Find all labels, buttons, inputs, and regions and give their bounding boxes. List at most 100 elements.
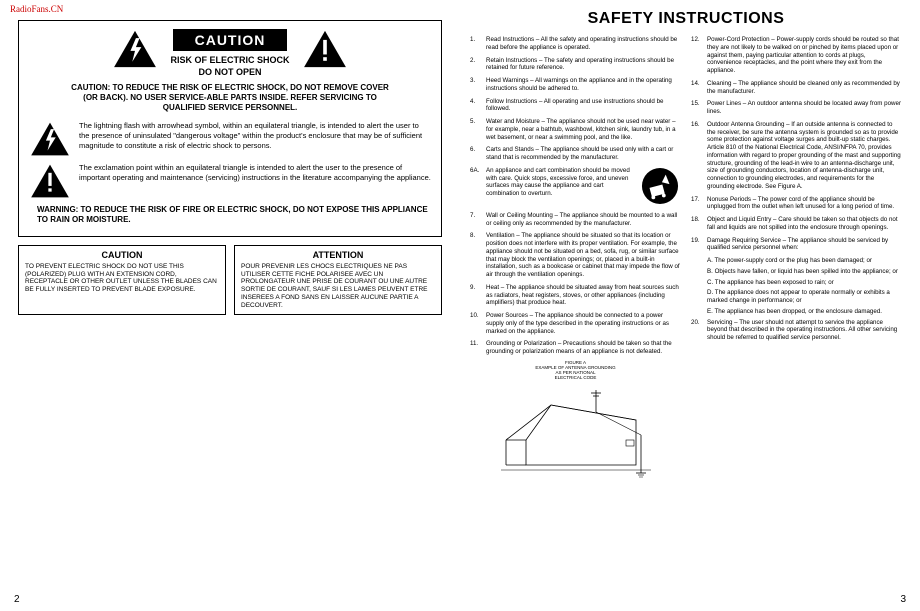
lightning-triangle-icon	[29, 121, 71, 157]
safety-text: Read Instructions – All the safety and o…	[486, 36, 681, 52]
attention-small-box: ATTENTION POUR PREVENIR LES CHOCS ELECTR…	[234, 245, 442, 315]
safety-item: 7.Wall or Ceiling Mounting – The applian…	[470, 212, 681, 228]
safety-num: 1.	[470, 36, 486, 52]
safety-item: 12.Power-Cord Protection – Power-supply …	[691, 36, 902, 75]
main-caution-text: CAUTION: TO REDUCE THE RISK OF ELECTRIC …	[69, 83, 391, 113]
lightning-explain-row: The lightning flash with arrowhead symbo…	[29, 121, 431, 157]
exclaim-triangle-icon	[29, 163, 71, 199]
safety-text: Damage Requiring Service – The appliance…	[707, 237, 902, 253]
safety-sub-item: D. The appliance does not appear to oper…	[707, 289, 902, 305]
box2-text: POUR PREVENIR LES CHOCS ELECTRIQUES NE P…	[241, 263, 435, 310]
safety-num: 17.	[691, 196, 707, 212]
safety-item: 14.Cleaning – The appliance should be cl…	[691, 80, 902, 96]
safety-text: Object and Liquid Entry – Care should be…	[707, 216, 902, 232]
safety-item: 20.Servicing – The user should not attem…	[691, 319, 902, 342]
safety-text: Power-Cord Protection – Power-supply cor…	[707, 36, 902, 75]
cart-tip-icon	[641, 167, 679, 205]
safety-item: 2.Retain Instructions – The safety and o…	[470, 57, 681, 73]
safety-text: Heat – The appliance should be situated …	[486, 284, 681, 307]
safety-item: 5.Water and Moisture – The appliance sho…	[470, 118, 681, 141]
safety-num: 15.	[691, 100, 707, 116]
safety-sub-item: B. Objects have fallen, or liquid has be…	[707, 268, 902, 276]
safety-num: 10.	[470, 312, 486, 335]
safety-num: 12.	[691, 36, 707, 75]
safety-item: 1.Read Instructions – All the safety and…	[470, 36, 681, 52]
box2-title: ATTENTION	[241, 250, 435, 260]
safety-item: 3.Heed Warnings – All warnings on the ap…	[470, 77, 681, 93]
exclaim-triangle-icon	[302, 29, 348, 69]
caution-small-box: CAUTION TO PREVENT ELECTRIC SHOCK DO NOT…	[18, 245, 226, 315]
right-page: SAFETY INSTRUCTIONS 1.Read Instructions …	[460, 0, 920, 611]
safety-col-1: 1.Read Instructions – All the safety and…	[470, 36, 681, 480]
caution-header: CAUTION RISK OF ELECTRIC SHOCK DO NOT OP…	[29, 29, 431, 77]
safety-item: 6.Carts and Stands – The appliance shoul…	[470, 146, 681, 162]
safety-text: An appliance and cart combination should…	[486, 167, 681, 207]
safety-item: 15.Power Lines – An outdoor antenna shou…	[691, 100, 902, 116]
dual-box-row: CAUTION TO PREVENT ELECTRIC SHOCK DO NOT…	[18, 245, 442, 315]
safety-num: 16.	[691, 121, 707, 191]
exclaim-explain-row: The exclamation point within an equilate…	[29, 163, 431, 199]
safety-num: 6A.	[470, 167, 486, 207]
safety-text: Power Sources – The appliance should be …	[486, 312, 681, 335]
safety-text: Ventilation – The appliance should be si…	[486, 232, 681, 279]
figure-a: FIGURE A EXAMPLE OF ANTENNA GROUNDING AS…	[470, 361, 681, 480]
safety-title: SAFETY INSTRUCTIONS	[470, 10, 902, 28]
figure-label: FIGURE A EXAMPLE OF ANTENNA GROUNDING AS…	[470, 361, 681, 381]
safety-num: 14.	[691, 80, 707, 96]
safety-text: Servicing – The user should not attempt …	[707, 319, 902, 342]
risk-line2: DO NOT OPEN	[170, 67, 289, 77]
safety-num: 18.	[691, 216, 707, 232]
safety-item: 19.Damage Requiring Service – The applia…	[691, 237, 902, 253]
page-number-right: 3	[900, 594, 906, 605]
safety-num: 6.	[470, 146, 486, 162]
safety-num: 5.	[470, 118, 486, 141]
risk-line1: RISK OF ELECTRIC SHOCK	[170, 55, 289, 65]
box1-text: TO PREVENT ELECTRIC SHOCK DO NOT USE THI…	[25, 263, 219, 294]
caution-center: CAUTION RISK OF ELECTRIC SHOCK DO NOT OP…	[170, 29, 289, 77]
safety-text: Water and Moisture – The appliance shoul…	[486, 118, 681, 141]
safety-item: 17.Nonuse Periods – The power cord of th…	[691, 196, 902, 212]
left-page: CAUTION RISK OF ELECTRIC SHOCK DO NOT OP…	[0, 0, 460, 611]
box1-title: CAUTION	[25, 250, 219, 260]
page-number-left: 2	[14, 594, 20, 605]
safety-item: 8.Ventilation – The appliance should be …	[470, 232, 681, 279]
safety-num: 2.	[470, 57, 486, 73]
safety-item: 9.Heat – The appliance should be situate…	[470, 284, 681, 307]
lightning-triangle-icon	[112, 29, 158, 69]
safety-sub-item: C. The appliance has been exposed to rai…	[707, 279, 902, 287]
safety-item: 10.Power Sources – The appliance should …	[470, 312, 681, 335]
lightning-text: The lightning flash with arrowhead symbo…	[79, 121, 431, 157]
safety-text: Nonuse Periods – The power cord of the a…	[707, 196, 902, 212]
safety-num: 9.	[470, 284, 486, 307]
safety-columns: 1.Read Instructions – All the safety and…	[470, 36, 902, 480]
safety-num: 7.	[470, 212, 486, 228]
safety-text: Grounding or Polarization – Precautions …	[486, 340, 681, 356]
warning-text: WARNING: TO REDUCE THE RISK OF FIRE OR E…	[37, 205, 431, 226]
safety-text: Outdoor Antenna Grounding – If an outsid…	[707, 121, 902, 191]
caution-box: CAUTION RISK OF ELECTRIC SHOCK DO NOT OP…	[18, 20, 442, 237]
safety-sub-item: A. The power-supply cord or the plug has…	[707, 257, 902, 265]
safety-text: Retain Instructions – The safety and ope…	[486, 57, 681, 73]
safety-sub-item: E. The appliance has been dropped, or th…	[707, 308, 902, 316]
caution-label: CAUTION	[173, 29, 288, 51]
safety-num: 20.	[691, 319, 707, 342]
safety-num: 11.	[470, 340, 486, 356]
safety-num: 8.	[470, 232, 486, 279]
safety-text: Carts and Stands – The appliance should …	[486, 146, 681, 162]
safety-text: Cleaning – The appliance should be clean…	[707, 80, 902, 96]
safety-item: 11.Grounding or Polarization – Precautio…	[470, 340, 681, 356]
safety-item: 16.Outdoor Antenna Grounding – If an out…	[691, 121, 902, 191]
safety-item: 4.Follow Instructions – All operating an…	[470, 98, 681, 114]
safety-item: 6A.An appliance and cart combination sho…	[470, 167, 681, 207]
safety-text: Heed Warnings – All warnings on the appl…	[486, 77, 681, 93]
safety-num: 3.	[470, 77, 486, 93]
exclaim-text: The exclamation point within an equilate…	[79, 163, 431, 199]
safety-text: Power Lines – An outdoor antenna should …	[707, 100, 902, 116]
safety-text: Follow Instructions – All operating and …	[486, 98, 681, 114]
house-diagram-icon	[496, 385, 656, 480]
safety-item: 18.Object and Liquid Entry – Care should…	[691, 216, 902, 232]
safety-num: 4.	[470, 98, 486, 114]
safety-text: Wall or Ceiling Mounting – The appliance…	[486, 212, 681, 228]
safety-col-2: 12.Power-Cord Protection – Power-supply …	[691, 36, 902, 480]
safety-num: 19.	[691, 237, 707, 253]
